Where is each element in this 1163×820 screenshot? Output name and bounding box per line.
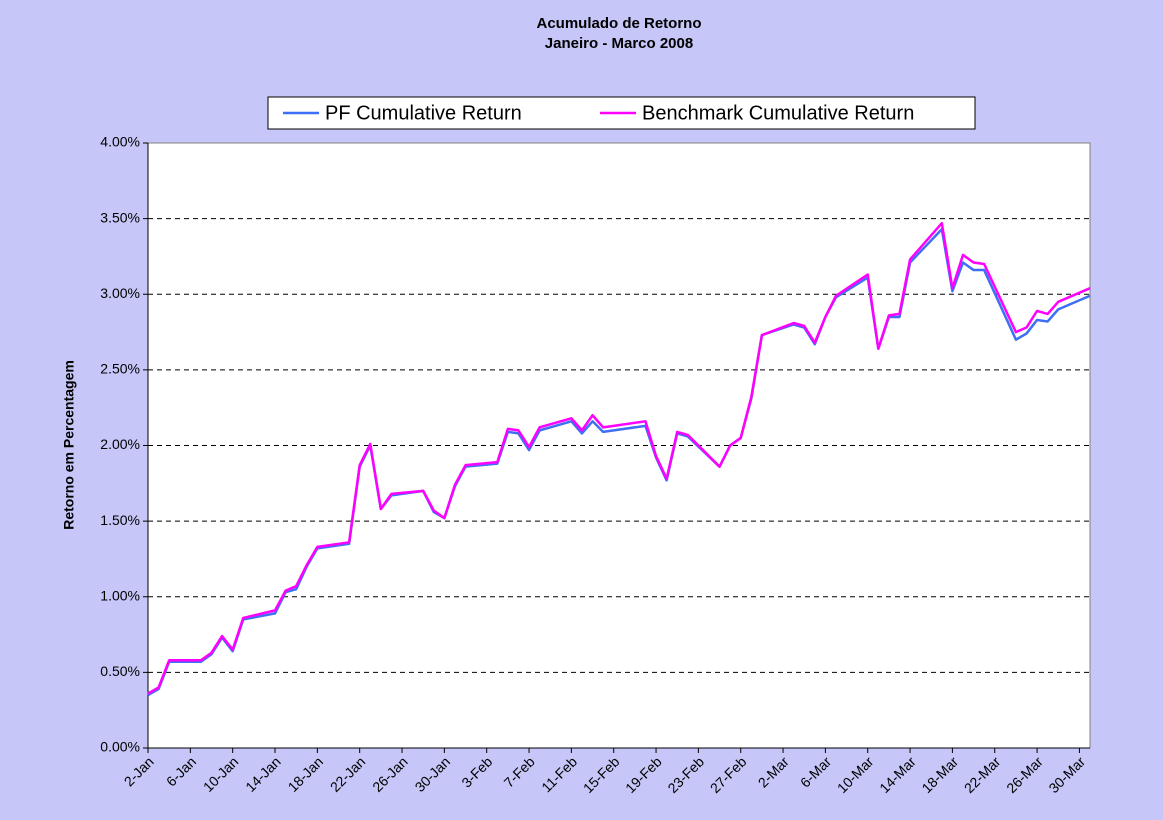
x-tick-label: 30-Jan bbox=[412, 753, 454, 795]
chart-title: Acumulado de Retorno bbox=[536, 15, 701, 32]
x-tick-label: 14-Mar bbox=[876, 753, 919, 796]
legend-label: Benchmark Cumulative Return bbox=[642, 102, 914, 124]
x-tick-label: 30-Mar bbox=[1045, 753, 1088, 796]
x-tick-label: 7-Feb bbox=[501, 753, 538, 790]
x-tick-label: 23-Feb bbox=[664, 753, 707, 796]
chart-subtitle: Janeiro - Marco 2008 bbox=[545, 35, 693, 52]
y-axis-label: Retorno em Percentagem bbox=[61, 360, 77, 530]
y-tick-label: 3.50% bbox=[100, 209, 140, 225]
x-tick-label: 10-Jan bbox=[200, 753, 242, 795]
x-tick-label: 18-Jan bbox=[285, 753, 327, 795]
x-tick-label: 2-Mar bbox=[755, 753, 792, 790]
y-tick-label: 0.50% bbox=[100, 663, 140, 679]
x-tick-label: 2-Jan bbox=[121, 753, 157, 789]
x-tick-label: 6-Mar bbox=[797, 753, 834, 790]
x-tick-label: 18-Mar bbox=[918, 753, 961, 796]
y-tick-label: 0.00% bbox=[100, 739, 140, 755]
x-tick-label: 19-Feb bbox=[622, 753, 665, 796]
x-tick-label: 27-Feb bbox=[707, 753, 750, 796]
x-tick-label: 6-Jan bbox=[163, 753, 199, 789]
y-tick-label: 3.00% bbox=[100, 285, 140, 301]
y-tick-label: 1.00% bbox=[100, 587, 140, 603]
x-tick-label: 15-Feb bbox=[580, 753, 623, 796]
y-tick-label: 1.50% bbox=[100, 512, 140, 528]
x-tick-label: 26-Mar bbox=[1003, 753, 1046, 796]
y-tick-label: 2.00% bbox=[100, 436, 140, 452]
x-tick-label: 14-Jan bbox=[242, 753, 284, 795]
legend-label: PF Cumulative Return bbox=[325, 102, 522, 124]
x-tick-label: 11-Feb bbox=[538, 753, 580, 795]
legend: PF Cumulative Return Benchmark Cumulative… bbox=[267, 96, 976, 130]
y-tick-label: 2.50% bbox=[100, 361, 140, 377]
y-tick-label: 4.00% bbox=[100, 134, 140, 150]
x-tick-label: 22-Jan bbox=[327, 753, 369, 795]
x-tick-label: 26-Jan bbox=[369, 753, 411, 795]
series-line bbox=[147, 221, 1091, 695]
x-tick-label: 22-Mar bbox=[961, 753, 1004, 796]
x-tick-label: 3-Feb bbox=[458, 753, 495, 790]
x-tick-label: 10-Mar bbox=[834, 753, 877, 796]
